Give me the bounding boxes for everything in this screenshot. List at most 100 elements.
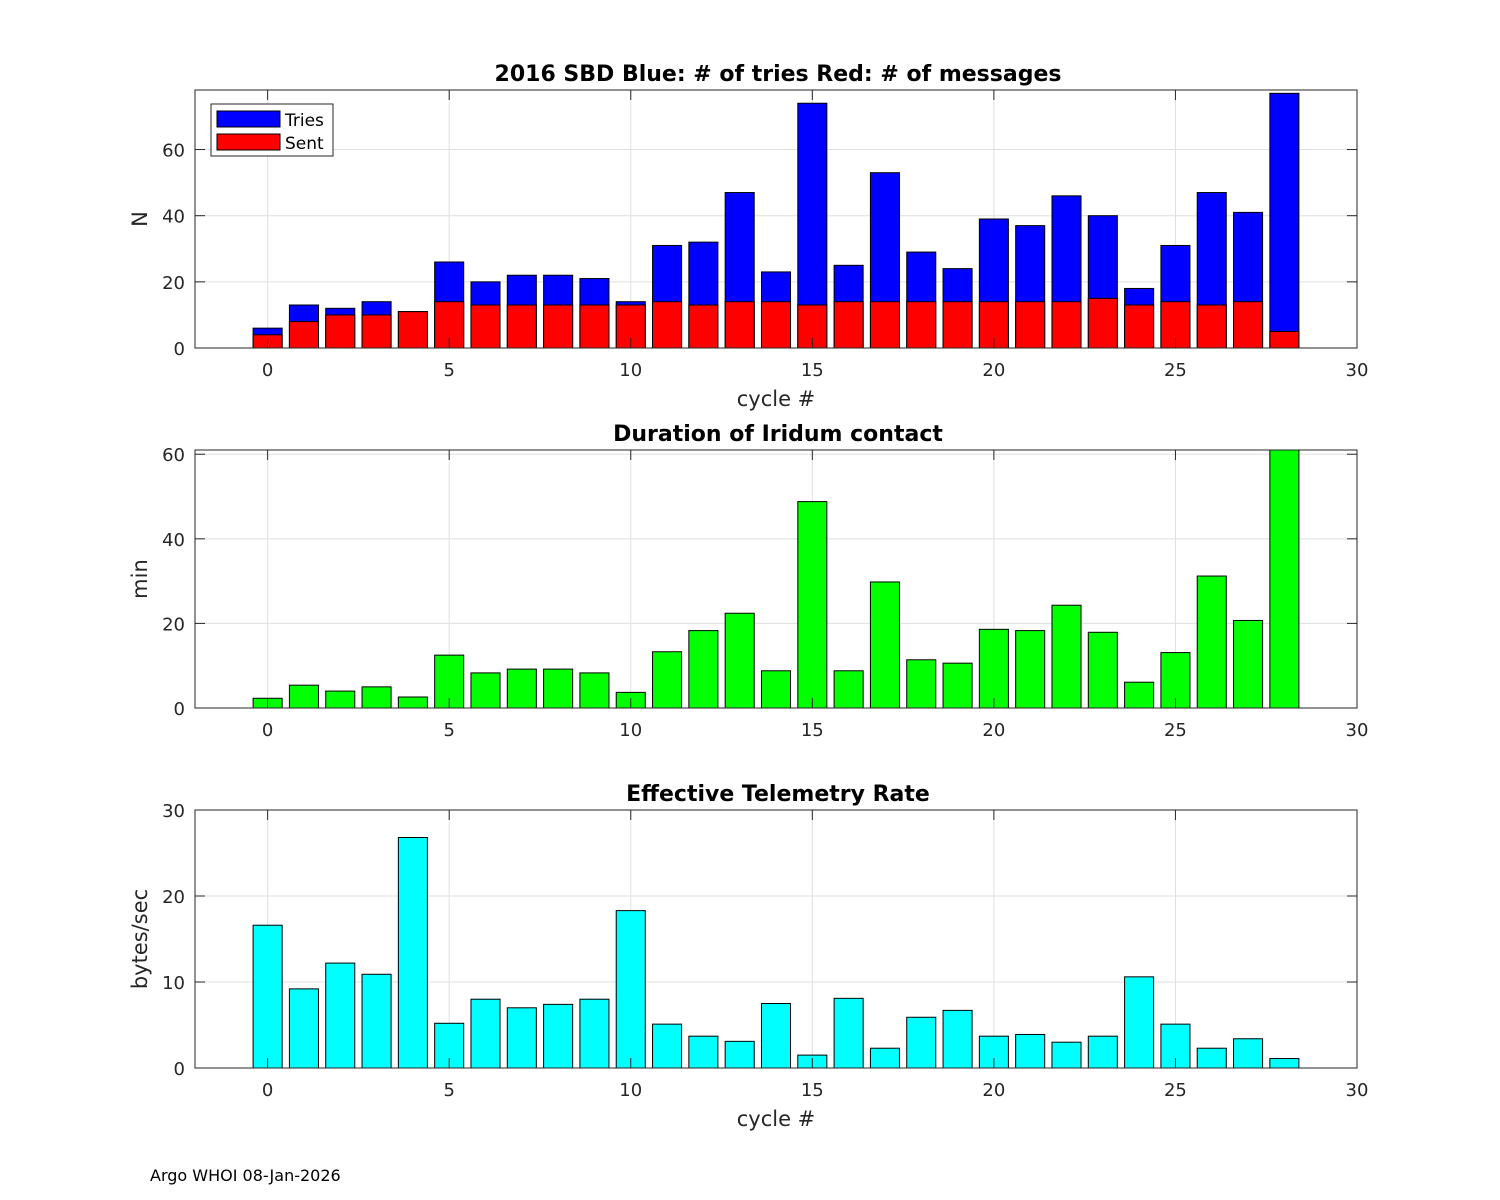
bar-duration-cycle-24 [1124,681,1155,709]
x-tick-label: 20 [982,720,1005,741]
bar-rate-cycle-6 [470,998,501,1069]
x-tick-label: 20 [982,360,1005,381]
bar-sent-cycle-16 [833,301,864,349]
bar-duration-cycle-17 [869,581,900,709]
bar-duration-cycle-7 [506,668,537,709]
chart-title: 2016 SBD Blue: # of tries Red: # of mess… [495,62,1062,87]
bar-duration-cycle-12 [688,630,719,709]
bar-sent-cycle-17 [869,301,900,349]
x-tick-label: 30 [1346,720,1369,741]
bar-rate-cycle-2 [325,962,356,1069]
bar-rate-cycle-28 [1269,1058,1300,1069]
bar-sent-cycle-8 [543,304,574,349]
x-tick-label: 30 [1346,360,1369,381]
bar-duration-cycle-21 [1015,630,1046,709]
legend-label-sent: Sent [285,134,324,154]
y-axis-label: N [128,211,152,227]
bar-duration-cycle-20 [978,628,1009,709]
x-tick-label: 0 [262,360,273,381]
bar-rate-cycle-7 [506,1007,537,1069]
x-tick-label: 5 [443,360,454,381]
x-tick-label: 15 [801,720,824,741]
legend: Tries Sent [210,103,334,157]
bar-duration-cycle-4 [397,696,428,709]
bar-rate-cycle-13 [724,1040,755,1069]
bar-sent-cycle-13 [724,301,755,349]
bar-sent-cycle-24 [1124,304,1155,349]
axes-frame [194,449,1358,709]
y-tick-label: 20 [162,273,185,294]
bar-rate-cycle-21 [1015,1033,1046,1069]
x-tick-label: 10 [619,720,642,741]
bar-rate-cycle-14 [760,1003,792,1069]
bar-sent-cycle-28 [1269,330,1300,349]
y-axis-label: bytes/sec [128,889,152,989]
x-tick-label: 10 [619,1080,642,1101]
bar-sent-cycle-18 [906,301,937,349]
bar-sent-cycle-7 [506,304,537,349]
bar-sent-cycle-1 [288,321,319,349]
bar-rate-cycle-11 [652,1023,683,1069]
bar-sent-cycle-5 [434,301,465,349]
bar-sent-cycle-2 [325,314,356,349]
bar-duration-cycle-19 [942,662,973,709]
bar-sent-cycle-3 [361,314,392,349]
x-tick-label: 15 [801,360,824,381]
bar-rate-cycle-9 [579,998,610,1069]
x-tick-label: 30 [1346,1080,1369,1101]
bar-rate-cycle-22 [1051,1041,1082,1069]
bar-rate-cycle-24 [1124,976,1155,1069]
bar-sent-cycle-4 [397,311,428,349]
bar-rate-cycle-17 [869,1047,900,1069]
chart-title: Effective Telemetry Rate [626,782,930,807]
x-tick-label: 5 [443,720,454,741]
bar-duration-cycle-1 [288,684,319,709]
bar-duration-cycle-9 [579,672,610,709]
bar-sent-cycle-19 [942,301,973,349]
bar-rate-cycle-27 [1233,1038,1264,1069]
bar-sent-cycle-15 [797,304,828,349]
legend-swatch-sent [216,133,281,151]
bar-sent-cycle-14 [760,301,792,349]
bar-duration-cycle-26 [1196,575,1227,709]
y-tick-label: 0 [174,699,185,720]
axes-frame [194,89,1358,349]
chart-panel-2: 0 5 10 15 20 25 30 0 20 40 60 Duration of Iridum co… [128,422,1368,741]
bar-tries-cycle-28 [1269,92,1300,349]
chart-panel-3: 0 5 10 15 20 25 30 0 10 20 30 Effective Telemetry R… [128,782,1368,1131]
bar-rate-cycle-26 [1196,1047,1227,1069]
bar-sent-cycle-6 [470,304,501,349]
axes-frame [194,809,1358,1069]
x-tick-label: 5 [443,1080,454,1101]
chart-title: Duration of Iridum contact [613,422,943,447]
bar-sent-cycle-26 [1196,304,1227,349]
bar-duration-cycle-11 [652,651,683,709]
bar-duration-cycle-6 [470,672,501,709]
bar-duration-cycle-13 [724,612,755,709]
x-axis-label: cycle # [737,387,816,411]
bar-sent-cycle-9 [579,304,610,349]
y-tick-label: 20 [162,887,185,908]
bar-rate-cycle-16 [833,997,864,1069]
bar-sent-cycle-21 [1015,301,1046,349]
y-tick-label: 20 [162,614,185,635]
bar-duration-cycle-27 [1233,619,1264,709]
bar-rate-cycle-3 [361,973,392,1069]
bar-duration-cycle-15 [797,501,828,709]
bar-rate-cycle-1 [288,988,319,1069]
y-tick-label: 40 [162,530,185,551]
bar-rate-cycle-0 [252,924,283,1069]
y-tick-label: 60 [162,445,185,466]
y-tick-label: 0 [174,339,185,360]
x-tick-label: 25 [1164,360,1187,381]
bar-rate-cycle-8 [543,1003,574,1069]
bar-duration-cycle-14 [760,670,792,709]
bar-sent-cycle-11 [652,301,683,349]
bar-rate-cycle-12 [688,1035,719,1069]
bar-duration-cycle-23 [1087,631,1118,709]
bar-rate-cycle-19 [942,1009,973,1069]
x-tick-label: 10 [619,360,642,381]
y-tick-label: 10 [162,973,185,994]
bar-sent-cycle-20 [978,301,1009,349]
bar-sent-cycle-27 [1233,301,1264,349]
